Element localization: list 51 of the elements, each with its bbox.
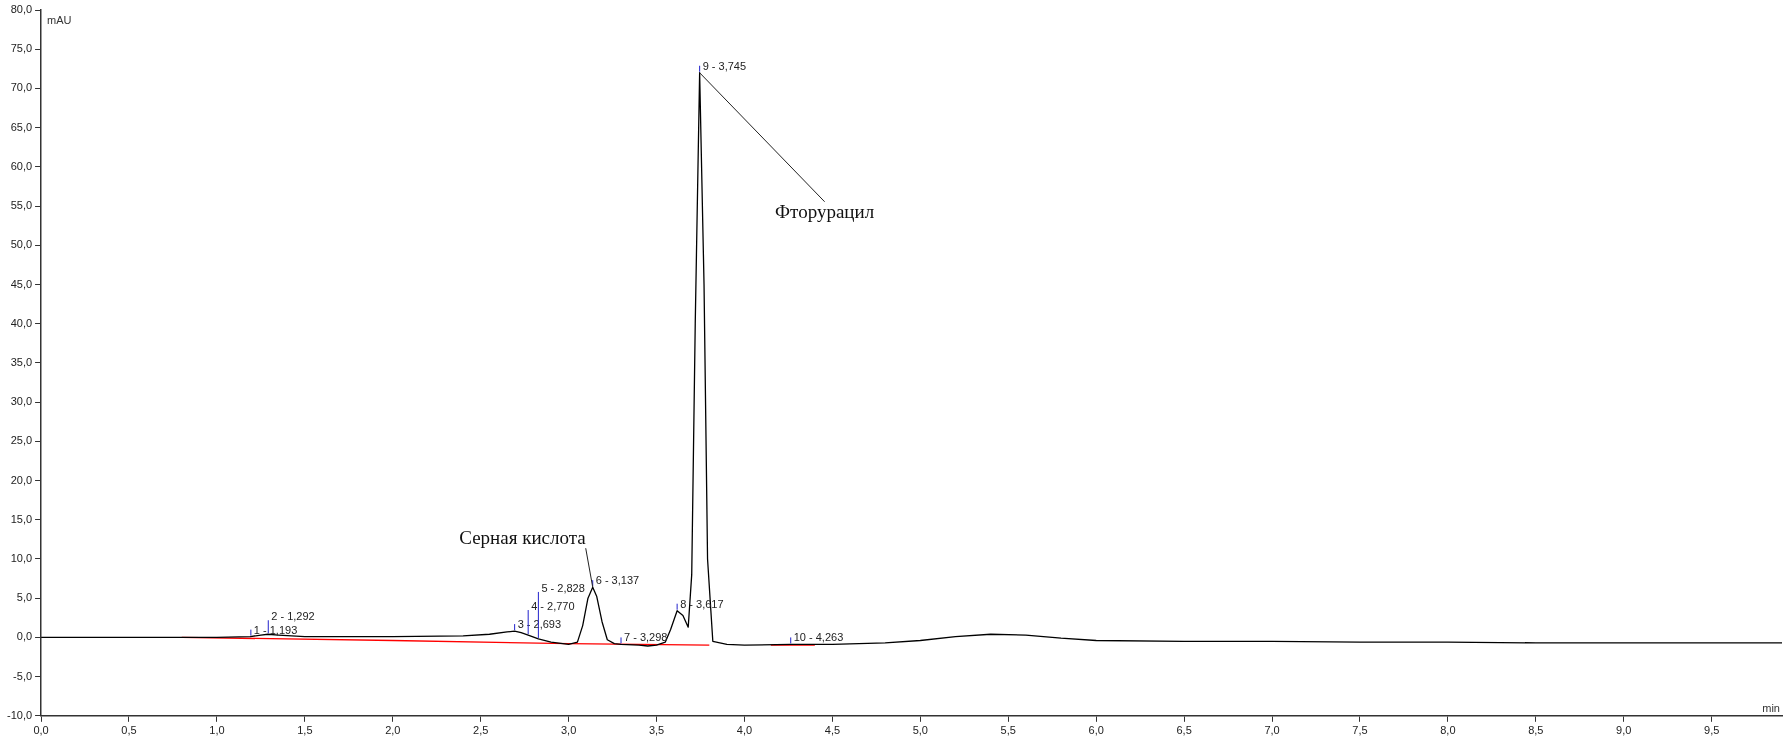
y-tick-label: 40,0 xyxy=(10,316,33,329)
annotation: 6 - 3,137 xyxy=(595,574,640,587)
x-tick-label: 6,0 xyxy=(1088,724,1104,737)
x-tick-label: 1,0 xyxy=(209,724,225,737)
y-tick-label: 30,0 xyxy=(10,395,33,408)
x-tick-label: 3,0 xyxy=(560,724,577,737)
y-tick-label: 45,0 xyxy=(10,277,33,290)
y-tick-label: 70,0 xyxy=(10,81,33,94)
y-tick-label: 35,0 xyxy=(10,355,33,368)
y-tick-label: -5,0 xyxy=(13,669,33,682)
annotation: 9 - 3,745 xyxy=(702,59,747,72)
x-tick-label: 0,0 xyxy=(33,724,49,737)
x-tick-label: 9,0 xyxy=(1616,724,1632,737)
x-tick-label: 4,5 xyxy=(824,724,841,737)
y-tick-label: 55,0 xyxy=(10,199,33,212)
y-tick-label: 10,0 xyxy=(10,551,33,564)
annotation: 5 - 2,828 xyxy=(541,581,585,594)
y-tick-label: 0,0 xyxy=(16,630,33,643)
x-tick-label: 8,5 xyxy=(1528,724,1544,737)
y-tick-label: 80,0 xyxy=(10,3,33,16)
x-tick-label: 8,0 xyxy=(1440,724,1456,737)
x-tick-label: 1,5 xyxy=(297,724,313,737)
x-tick-label: 6,5 xyxy=(1176,724,1192,737)
x-tick-label: 5,5 xyxy=(1000,724,1016,737)
annotation: 4 - 2,770 xyxy=(531,600,575,613)
annotation: 7 - 3,298 xyxy=(624,631,668,644)
y-tick-label: 5,0 xyxy=(16,591,33,604)
annotation: Серная кислота xyxy=(459,527,587,549)
y-tick-label: 15,0 xyxy=(10,512,33,525)
x-tick-label: 7,0 xyxy=(1264,724,1280,737)
annotation: Фторурацил xyxy=(775,200,875,222)
x-tick-label: 7,5 xyxy=(1352,724,1368,737)
annotation: 10 - 4,263 xyxy=(793,631,844,644)
x-tick-label: 2,5 xyxy=(473,724,489,737)
x-tick-label: 4,0 xyxy=(736,724,753,737)
x-tick-label: 9,5 xyxy=(1704,724,1720,737)
x-tick-label: 0,5 xyxy=(121,724,137,737)
x-tick-label: 3,5 xyxy=(648,724,665,737)
y-tick-label: -10,0 xyxy=(6,708,33,721)
y-tick-label: 50,0 xyxy=(10,238,33,251)
x-tick-label: 5,0 xyxy=(912,724,928,737)
x-tick-label: 2,0 xyxy=(385,724,401,737)
y-tick-label: 75,0 xyxy=(10,42,33,55)
x-axis-title: min xyxy=(1762,701,1780,714)
annotation: 2 - 1,292 xyxy=(271,610,315,623)
y-axis-title: mAU xyxy=(47,14,72,26)
y-tick-label: 65,0 xyxy=(10,120,33,133)
y-tick-label: 60,0 xyxy=(10,159,33,172)
y-tick-label: 25,0 xyxy=(10,434,33,447)
annotation: 1 - 1,193 xyxy=(253,623,298,636)
y-tick-label: 20,0 xyxy=(10,473,33,486)
